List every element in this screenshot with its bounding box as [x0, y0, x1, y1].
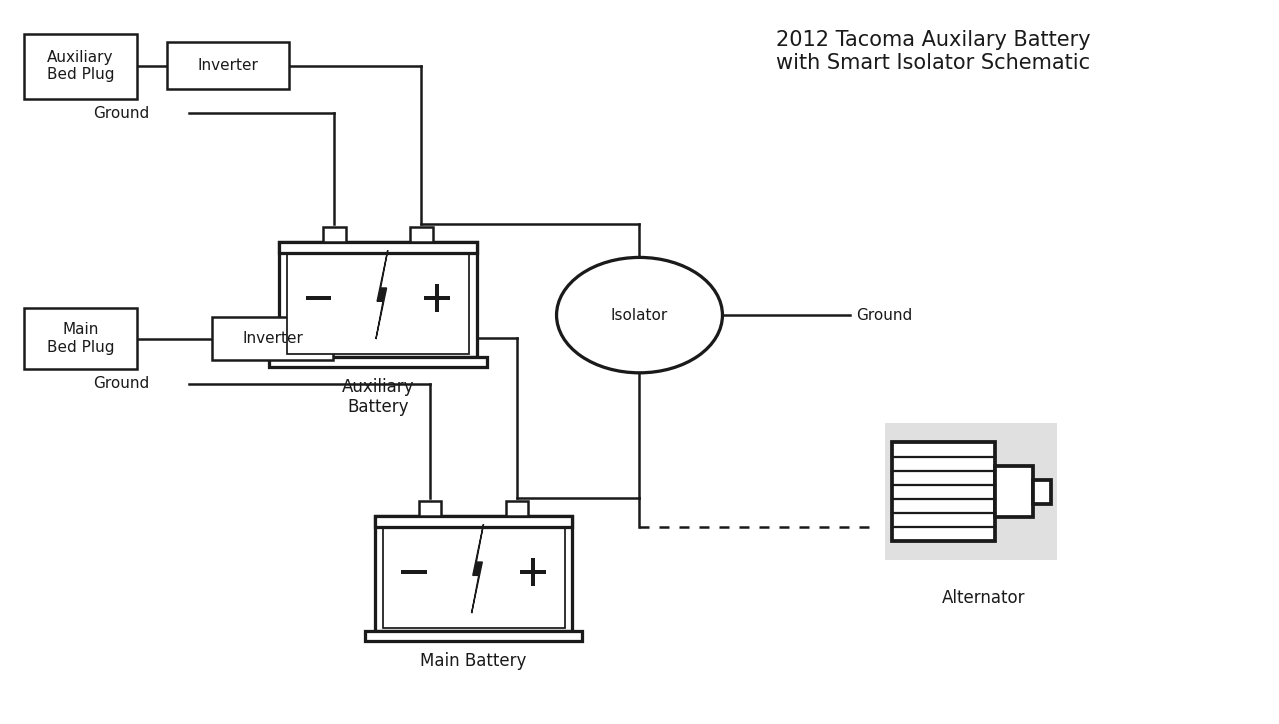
Bar: [505, 501, 528, 516]
Bar: [286, 245, 469, 354]
Bar: [375, 516, 573, 631]
Text: Auxiliary
Bed Plug: Auxiliary Bed Plug: [47, 50, 114, 83]
Text: Alternator: Alternator: [943, 589, 1026, 607]
Text: Ground: Ground: [93, 106, 150, 121]
Polygon shape: [472, 524, 483, 613]
Bar: [418, 501, 441, 516]
Bar: [411, 227, 432, 243]
Bar: [212, 316, 334, 360]
Bar: [324, 227, 345, 243]
Bar: [1033, 479, 1050, 504]
Text: Inverter: Inverter: [242, 331, 303, 345]
Text: 2012 Tacoma Auxilary Battery
with Smart Isolator Schematic: 2012 Tacoma Auxilary Battery with Smart …: [776, 30, 1090, 73]
Text: Main
Bed Plug: Main Bed Plug: [47, 322, 114, 355]
Text: Ground: Ground: [93, 376, 150, 391]
Bar: [168, 43, 289, 89]
Text: Auxiliary
Battery: Auxiliary Battery: [341, 378, 414, 416]
FancyBboxPatch shape: [885, 424, 1058, 560]
Polygon shape: [376, 251, 388, 339]
Bar: [24, 34, 137, 98]
Bar: [995, 466, 1033, 518]
Bar: [375, 516, 573, 526]
Ellipse shape: [556, 258, 723, 373]
Text: Ground: Ground: [857, 308, 913, 323]
Text: Main Battery: Main Battery: [421, 652, 527, 670]
Bar: [269, 356, 487, 367]
Bar: [382, 519, 564, 628]
Bar: [365, 631, 582, 641]
Text: Isolator: Isolator: [611, 308, 668, 323]
Bar: [279, 243, 477, 253]
Bar: [279, 243, 477, 356]
Bar: [891, 442, 995, 541]
Bar: [24, 308, 137, 369]
Text: Inverter: Inverter: [197, 59, 258, 73]
